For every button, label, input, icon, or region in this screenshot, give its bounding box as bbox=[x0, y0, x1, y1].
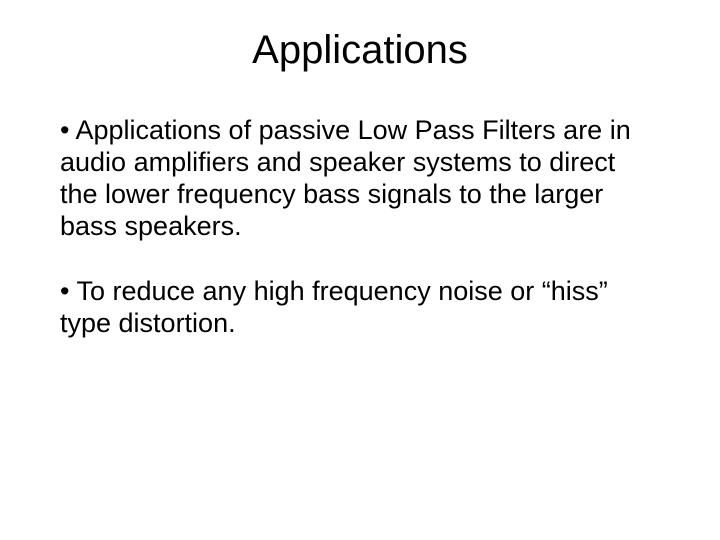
slide: Applications • Applications of passive L… bbox=[0, 0, 720, 540]
bullet-item: • Applications of passive Low Pass Filte… bbox=[60, 115, 660, 242]
bullet-item: • To reduce any high frequency noise or … bbox=[60, 276, 660, 340]
slide-title: Applications bbox=[60, 28, 660, 73]
slide-body: • Applications of passive Low Pass Filte… bbox=[60, 115, 660, 340]
